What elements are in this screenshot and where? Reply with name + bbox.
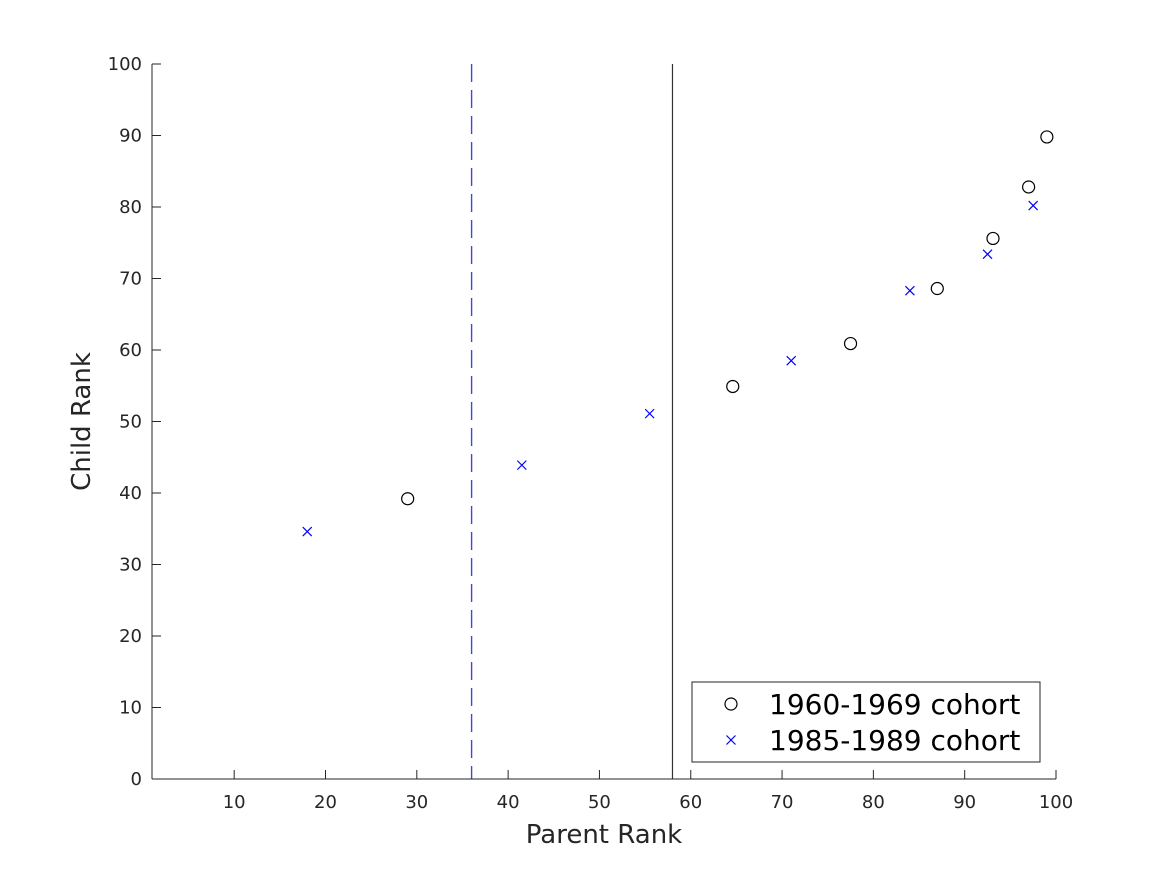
x-tick-label: 10 [223,792,246,813]
x-tick-label: 90 [953,792,976,813]
y-tick-label: 20 [119,626,142,647]
reference-lines [470,64,674,779]
y-tick-label: 40 [119,483,142,504]
data-point-x [644,408,655,419]
data-points [302,130,1054,537]
y-tick-label: 80 [119,197,142,218]
data-point-circle [401,492,415,506]
data-point-x [1028,200,1039,211]
data-point-x [904,285,915,296]
y-axis-label: Child Rank [67,352,97,491]
legend-label-1985-1989: 1985-1989 cohort [769,724,1020,757]
y-tick-label: 50 [119,412,142,433]
x-tick-label: 80 [862,792,885,813]
legend-marker-circle [724,697,738,711]
data-point-circle [930,281,944,296]
legend-entry-1985-1989: 1985-1989 cohort [726,724,1020,757]
y-tick-label: 0 [131,769,142,790]
y-tick-label: 70 [119,269,142,290]
data-point-circle [726,379,740,394]
data-point-circle [1022,180,1036,194]
x-tick-label: 50 [588,792,611,813]
data-point-x [516,460,527,471]
legend-marker-x [726,735,736,745]
axes [151,64,1056,780]
legend-label-1960-1969: 1960-1969 cohort [769,688,1020,721]
data-point-circle [986,231,1000,246]
x-tick-label: 20 [314,792,337,813]
data-point-x [786,355,797,366]
legend-entry-1960-1969: 1960-1969 cohort [724,688,1020,721]
legend-box [691,681,1041,763]
x-tick-label: 70 [771,792,794,813]
legend: 1960-1969 cohort 1985-1989 cohort [691,681,1041,763]
data-point-circle [1040,130,1054,144]
x-tick-label: 100 [1039,792,1073,813]
y-tick-label: 10 [119,698,142,719]
y-tick-label: 30 [119,555,142,576]
y-tick-label: 60 [119,340,142,361]
x-axis-label: Parent Rank [526,820,682,850]
data-point-circle [843,336,858,351]
x-axis-ticks: 10 20 30 40 50 60 70 80 90 100 [223,770,1073,813]
x-tick-label: 40 [497,792,520,813]
x-tick-label: 30 [405,792,428,813]
y-tick-label: 100 [108,54,142,75]
data-point-x [302,526,313,537]
data-point-x [982,249,993,260]
y-axis-ticks: 0 10 20 30 40 50 60 70 80 90 100 [108,54,161,790]
y-tick-label: 90 [119,126,142,147]
x-tick-label: 60 [679,792,702,813]
